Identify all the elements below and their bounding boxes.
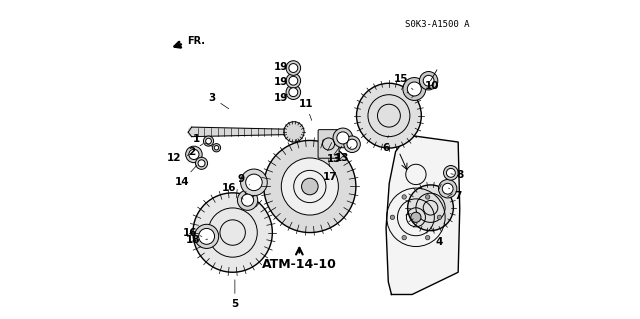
Circle shape <box>289 63 298 72</box>
Circle shape <box>189 149 199 160</box>
Text: 9: 9 <box>237 174 250 185</box>
Circle shape <box>237 190 258 210</box>
Circle shape <box>437 215 442 219</box>
Circle shape <box>444 166 458 180</box>
Circle shape <box>198 160 205 167</box>
Text: 12: 12 <box>167 153 190 163</box>
Circle shape <box>264 140 356 233</box>
Text: 6: 6 <box>382 136 389 153</box>
Text: 3: 3 <box>209 93 228 109</box>
Circle shape <box>289 88 298 97</box>
Circle shape <box>286 73 301 88</box>
Text: 13: 13 <box>327 146 342 165</box>
Text: 17: 17 <box>323 159 337 182</box>
Circle shape <box>426 235 430 240</box>
Circle shape <box>284 122 304 142</box>
Text: S0K3-A1500 A: S0K3-A1500 A <box>405 20 470 29</box>
Circle shape <box>246 174 262 191</box>
Circle shape <box>204 136 214 146</box>
Text: 19: 19 <box>274 63 289 72</box>
Text: ATM-14-10: ATM-14-10 <box>262 258 337 271</box>
Text: 15: 15 <box>394 73 413 90</box>
Circle shape <box>402 235 406 240</box>
Circle shape <box>403 78 426 100</box>
Circle shape <box>214 145 219 150</box>
Text: FR.: FR. <box>188 36 205 46</box>
Circle shape <box>347 139 357 149</box>
Text: 7: 7 <box>449 188 462 201</box>
Circle shape <box>195 157 207 169</box>
Circle shape <box>198 228 214 244</box>
Circle shape <box>402 195 406 199</box>
Text: 19: 19 <box>274 77 289 87</box>
Text: 1: 1 <box>193 134 212 146</box>
Circle shape <box>241 169 268 196</box>
Circle shape <box>286 61 301 75</box>
Circle shape <box>337 132 349 144</box>
Circle shape <box>442 183 453 194</box>
Circle shape <box>344 136 360 152</box>
Circle shape <box>356 83 421 148</box>
Polygon shape <box>188 127 296 137</box>
Circle shape <box>212 144 221 152</box>
Text: 16: 16 <box>222 183 243 199</box>
Circle shape <box>289 76 298 85</box>
Text: 13: 13 <box>335 147 351 163</box>
Circle shape <box>438 180 457 198</box>
Circle shape <box>408 185 453 231</box>
Circle shape <box>390 215 395 219</box>
Circle shape <box>426 195 430 199</box>
Text: 14: 14 <box>175 165 196 187</box>
Circle shape <box>419 71 438 90</box>
Text: 16: 16 <box>182 227 202 238</box>
Circle shape <box>333 128 353 148</box>
Circle shape <box>282 158 339 215</box>
Text: 10: 10 <box>424 81 439 92</box>
Text: 4: 4 <box>431 227 443 247</box>
Text: 11: 11 <box>298 99 313 120</box>
FancyBboxPatch shape <box>318 130 339 158</box>
Circle shape <box>286 85 301 100</box>
Circle shape <box>411 212 421 222</box>
Circle shape <box>447 168 455 177</box>
Circle shape <box>301 178 318 195</box>
Text: 5: 5 <box>231 280 239 309</box>
Text: 8: 8 <box>451 170 463 180</box>
Polygon shape <box>386 136 460 294</box>
Text: 19: 19 <box>274 93 289 103</box>
Circle shape <box>407 82 421 96</box>
Circle shape <box>193 193 273 272</box>
Circle shape <box>241 194 253 206</box>
Text: 2: 2 <box>188 144 204 157</box>
Text: 18: 18 <box>186 235 207 246</box>
Circle shape <box>186 146 202 163</box>
Circle shape <box>423 75 434 86</box>
Circle shape <box>195 224 219 249</box>
Circle shape <box>205 138 211 144</box>
